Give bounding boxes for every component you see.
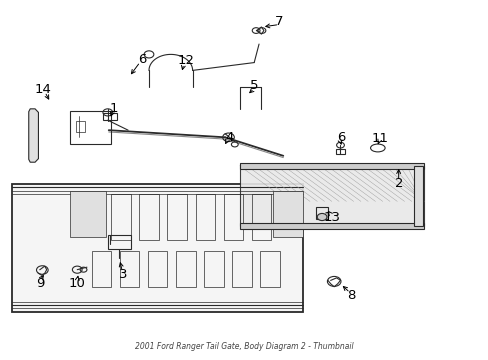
Bar (107, 235, 131, 249)
Bar (102, 113, 116, 120)
Bar (176, 251, 195, 287)
Text: 6: 6 (138, 53, 146, 66)
Polygon shape (12, 184, 302, 312)
Bar (239, 223, 423, 229)
Bar (167, 194, 186, 240)
Text: 12: 12 (178, 54, 194, 67)
Text: 8: 8 (346, 289, 355, 302)
Bar (111, 194, 130, 240)
Text: 2: 2 (395, 177, 403, 190)
Text: 4: 4 (225, 131, 234, 144)
Bar (251, 194, 271, 240)
Bar (195, 194, 215, 240)
Text: 3: 3 (119, 268, 127, 281)
Bar (70, 191, 106, 237)
Bar (70, 111, 111, 144)
Text: 5: 5 (249, 79, 258, 92)
Bar (335, 149, 345, 154)
Bar (92, 251, 111, 287)
Bar (272, 191, 302, 237)
Bar (232, 251, 251, 287)
Bar (139, 194, 159, 240)
Polygon shape (29, 109, 39, 162)
Text: 14: 14 (35, 83, 52, 96)
Bar (316, 207, 328, 219)
Text: 6: 6 (337, 131, 345, 144)
Bar (223, 194, 243, 240)
Polygon shape (239, 166, 423, 226)
Text: 2001 Ford Ranger Tail Gate, Body Diagram 2 - Thumbnail: 2001 Ford Ranger Tail Gate, Body Diagram… (135, 342, 353, 351)
Text: 13: 13 (323, 211, 340, 224)
Text: 11: 11 (371, 131, 388, 144)
Bar (76, 121, 84, 132)
Bar (204, 251, 223, 287)
Bar (413, 166, 422, 226)
Bar (120, 251, 139, 287)
Text: 7: 7 (275, 15, 283, 28)
Bar (148, 251, 167, 287)
Text: 10: 10 (69, 277, 85, 290)
Bar (239, 163, 423, 169)
Bar (260, 251, 279, 287)
Text: 9: 9 (36, 277, 44, 290)
Circle shape (317, 213, 326, 221)
Text: 1: 1 (109, 102, 118, 115)
